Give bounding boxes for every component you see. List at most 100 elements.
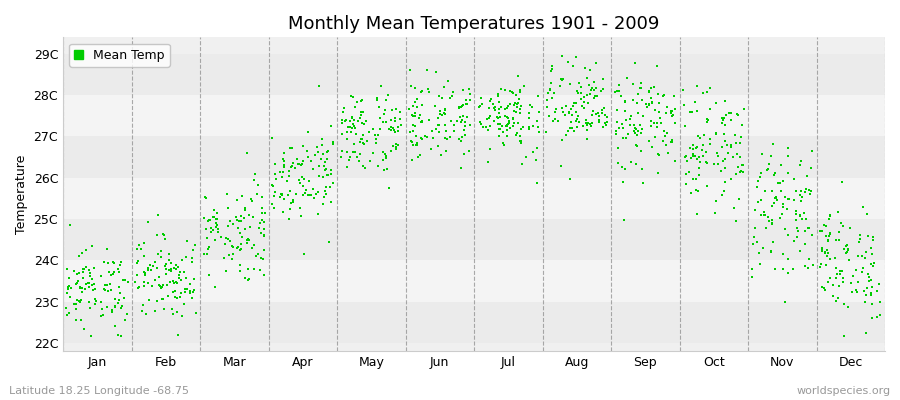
- Point: [867, 260, 881, 266]
- Point: [558, 112, 572, 118]
- Point: [699, 149, 714, 155]
- Point: [576, 123, 590, 129]
- Point: [834, 179, 849, 186]
- Point: [790, 225, 805, 231]
- Point: [530, 145, 544, 151]
- Point: [634, 122, 648, 128]
- Point: [83, 270, 97, 276]
- Point: [832, 236, 846, 243]
- Point: [805, 232, 819, 238]
- Point: [362, 129, 376, 136]
- Point: [455, 87, 470, 93]
- Point: [239, 240, 254, 246]
- Point: [703, 106, 717, 112]
- Point: [564, 119, 579, 125]
- Point: [796, 194, 810, 200]
- Point: [432, 93, 446, 100]
- Point: [379, 118, 393, 125]
- Point: [839, 243, 853, 250]
- Point: [851, 279, 866, 286]
- Point: [385, 125, 400, 132]
- Point: [223, 238, 238, 244]
- Point: [156, 282, 170, 288]
- Point: [718, 165, 733, 171]
- Point: [94, 273, 109, 279]
- Point: [860, 330, 874, 336]
- Point: [100, 246, 114, 253]
- Point: [297, 250, 311, 257]
- Point: [458, 132, 473, 138]
- Point: [735, 162, 750, 169]
- Point: [233, 230, 248, 236]
- Point: [81, 280, 95, 286]
- Point: [724, 144, 738, 150]
- Point: [493, 86, 508, 92]
- Point: [62, 310, 77, 316]
- Point: [725, 154, 740, 160]
- Point: [780, 269, 795, 276]
- Point: [832, 229, 846, 235]
- Point: [233, 218, 248, 224]
- Point: [513, 89, 527, 95]
- Point: [628, 125, 643, 131]
- Point: [68, 301, 83, 307]
- Point: [275, 192, 290, 198]
- Point: [87, 265, 102, 271]
- Point: [286, 199, 301, 205]
- Point: [869, 314, 884, 320]
- Point: [301, 129, 315, 135]
- Point: [586, 108, 600, 114]
- Point: [345, 115, 359, 122]
- Point: [724, 142, 738, 148]
- Point: [487, 105, 501, 111]
- Point: [209, 223, 223, 230]
- Point: [131, 284, 146, 291]
- Point: [753, 212, 768, 218]
- Point: [729, 218, 743, 224]
- Point: [840, 249, 854, 255]
- Point: [511, 119, 526, 126]
- Point: [490, 114, 504, 120]
- Point: [163, 279, 177, 286]
- Point: [769, 195, 783, 201]
- Point: [636, 180, 651, 186]
- Point: [683, 155, 698, 161]
- Point: [778, 226, 792, 232]
- Point: [596, 76, 610, 82]
- Point: [642, 138, 656, 144]
- Point: [345, 114, 359, 120]
- Point: [233, 267, 248, 274]
- Point: [511, 96, 526, 102]
- Point: [241, 266, 256, 272]
- Point: [251, 225, 266, 232]
- Point: [457, 123, 472, 129]
- Point: [249, 252, 264, 259]
- Point: [145, 283, 159, 289]
- Point: [265, 182, 279, 188]
- Point: [617, 108, 632, 114]
- Point: [431, 129, 446, 136]
- Point: [75, 285, 89, 292]
- Point: [781, 232, 796, 238]
- Point: [311, 173, 326, 180]
- Point: [217, 254, 231, 261]
- Point: [354, 112, 368, 118]
- Point: [344, 129, 358, 136]
- Point: [392, 109, 407, 115]
- Point: [830, 271, 844, 278]
- Point: [108, 296, 122, 303]
- Point: [383, 124, 398, 130]
- Point: [643, 88, 657, 94]
- Point: [571, 113, 585, 120]
- Point: [831, 295, 845, 301]
- Point: [781, 170, 796, 176]
- Point: [554, 163, 569, 169]
- Point: [283, 145, 297, 152]
- Point: [235, 193, 249, 200]
- Point: [864, 260, 878, 267]
- Point: [500, 122, 514, 128]
- Point: [276, 162, 291, 168]
- Point: [210, 216, 224, 222]
- Point: [482, 127, 496, 133]
- Point: [787, 238, 801, 245]
